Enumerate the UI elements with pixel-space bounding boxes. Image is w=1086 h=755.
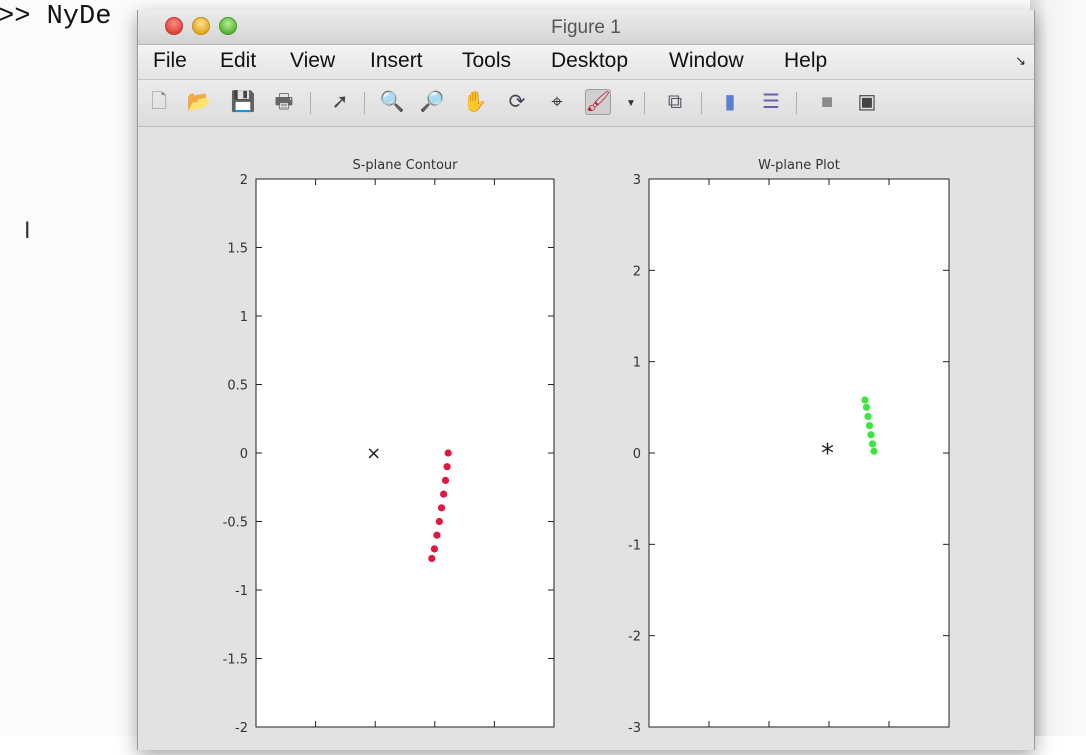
data-point bbox=[864, 412, 872, 421]
link-plot-icon[interactable]: ⧉ bbox=[667, 91, 683, 113]
origin-marker: * bbox=[821, 439, 834, 469]
plot-area: S-plane Contour 2 1.5 1 0.5 0 -0.5 -1 -1.5 -2 × W-p… bbox=[138, 127, 1034, 750]
data-point bbox=[444, 449, 452, 457]
chart-title: W-plane Plot bbox=[758, 158, 840, 173]
command-prompt: >> NyDe bbox=[0, 2, 112, 32]
y-tick-label: 1 bbox=[633, 356, 641, 371]
menu-desktop[interactable]: Desktop bbox=[551, 49, 629, 72]
figure-menubar: File Edit View Insert Tools Desktop Wind… bbox=[138, 45, 1034, 80]
y-tick-label: -0.5 bbox=[223, 516, 248, 531]
new-figure-icon[interactable]: 🗋 bbox=[150, 91, 168, 113]
menu-edit[interactable]: Edit bbox=[220, 49, 257, 72]
data-point bbox=[865, 422, 874, 430]
data-point bbox=[430, 545, 439, 553]
minimize-window-button[interactable] bbox=[192, 17, 210, 35]
y-tick-label: 3 bbox=[633, 173, 641, 188]
y-tick-label: -3 bbox=[628, 721, 641, 736]
menu-file[interactable]: File bbox=[153, 49, 187, 72]
figure-title: Figure 1 bbox=[551, 17, 621, 38]
toolbar-toggle-icon[interactable]: ↘ bbox=[1015, 53, 1026, 68]
menu-tools[interactable]: Tools bbox=[462, 49, 512, 72]
close-window-button[interactable] bbox=[165, 17, 183, 35]
hide-plot-tools-icon[interactable]: ■ bbox=[820, 91, 834, 113]
colorbar-icon[interactable]: ▮ bbox=[724, 91, 736, 113]
edit-plot-arrow-icon[interactable]: ➚ bbox=[331, 91, 349, 113]
zoom-out-icon[interactable]: 🔎 bbox=[419, 91, 445, 113]
figure-titlebar[interactable]: Figure 1 bbox=[138, 10, 1034, 45]
show-plot-tools-icon[interactable]: ▣ bbox=[857, 91, 877, 113]
y-tick-label: -1.5 bbox=[223, 653, 248, 668]
open-file-icon[interactable]: 📂 bbox=[186, 91, 212, 113]
text-cursor-icon: I bbox=[24, 219, 31, 244]
y-tick-label: 2 bbox=[240, 173, 248, 188]
brush-icon[interactable]: 🖌 bbox=[585, 89, 611, 115]
data-point bbox=[440, 490, 448, 498]
y-tick-label: -2 bbox=[235, 721, 248, 736]
chart-title: S-plane Contour bbox=[352, 158, 458, 173]
y-tick-label: -1 bbox=[628, 538, 641, 553]
pole-marker: × bbox=[366, 443, 381, 464]
legend-icon[interactable]: ☰ bbox=[762, 91, 780, 113]
toolbar-separator bbox=[796, 92, 797, 114]
y-tick-label: 2 bbox=[633, 264, 641, 279]
plots-canvas[interactable]: S-plane Contour 2 1.5 1 0.5 0 -0.5 -1 -1.5 -2 × W-p… bbox=[138, 127, 1034, 750]
y-tick-label: -1 bbox=[235, 584, 248, 599]
axes-box bbox=[255, 178, 555, 728]
data-point bbox=[437, 504, 446, 512]
toolbar-separator bbox=[644, 92, 645, 114]
axes-box bbox=[648, 178, 950, 728]
menu-window[interactable]: Window bbox=[669, 49, 744, 72]
toolbar-separator bbox=[364, 92, 365, 114]
data-point bbox=[868, 440, 877, 448]
y-tick-label: 1.5 bbox=[227, 242, 248, 257]
menu-insert[interactable]: Insert bbox=[370, 49, 423, 72]
data-point bbox=[861, 396, 869, 404]
toolbar-separator bbox=[701, 92, 702, 114]
rotate-3d-icon[interactable]: ⟳ bbox=[508, 91, 526, 113]
menu-view[interactable]: View bbox=[290, 49, 336, 72]
data-point bbox=[441, 476, 450, 484]
data-point bbox=[862, 403, 871, 411]
y-tick-label: -2 bbox=[628, 630, 641, 645]
zoom-in-icon[interactable]: 🔍 bbox=[379, 91, 405, 113]
data-point bbox=[428, 554, 436, 563]
data-cursor-icon[interactable]: ⌖ bbox=[551, 91, 563, 113]
data-point bbox=[443, 463, 451, 471]
data-point bbox=[435, 517, 443, 526]
data-point bbox=[867, 431, 875, 439]
y-tick-label: 0.5 bbox=[227, 379, 248, 394]
data-point bbox=[433, 531, 441, 539]
pan-hand-icon[interactable]: ✋ bbox=[462, 91, 488, 113]
maximize-window-button[interactable] bbox=[219, 17, 237, 35]
figure-window[interactable]: Figure 1 File Edit View Insert Tools Des… bbox=[137, 10, 1035, 750]
y-tick-label: 1 bbox=[240, 310, 248, 325]
data-point bbox=[870, 447, 878, 455]
menu-help[interactable]: Help bbox=[784, 49, 828, 72]
print-icon[interactable]: 🖶 bbox=[274, 91, 294, 113]
save-icon[interactable]: 💾 bbox=[230, 91, 256, 113]
y-tick-label: 0 bbox=[633, 447, 641, 462]
figure-toolbar: 🗋 📂 💾 🖶 ➚ 🔍 🔎 ✋ ⟳ ⌖ 🖌 ▼ ⧉ ▮ ☰ ■ ▣ bbox=[138, 80, 1034, 127]
toolbar-separator bbox=[310, 92, 311, 114]
brush-dropdown-icon[interactable]: ▼ bbox=[626, 98, 636, 109]
y-tick-label: 0 bbox=[240, 447, 248, 462]
window-edge bbox=[1030, 0, 1086, 736]
